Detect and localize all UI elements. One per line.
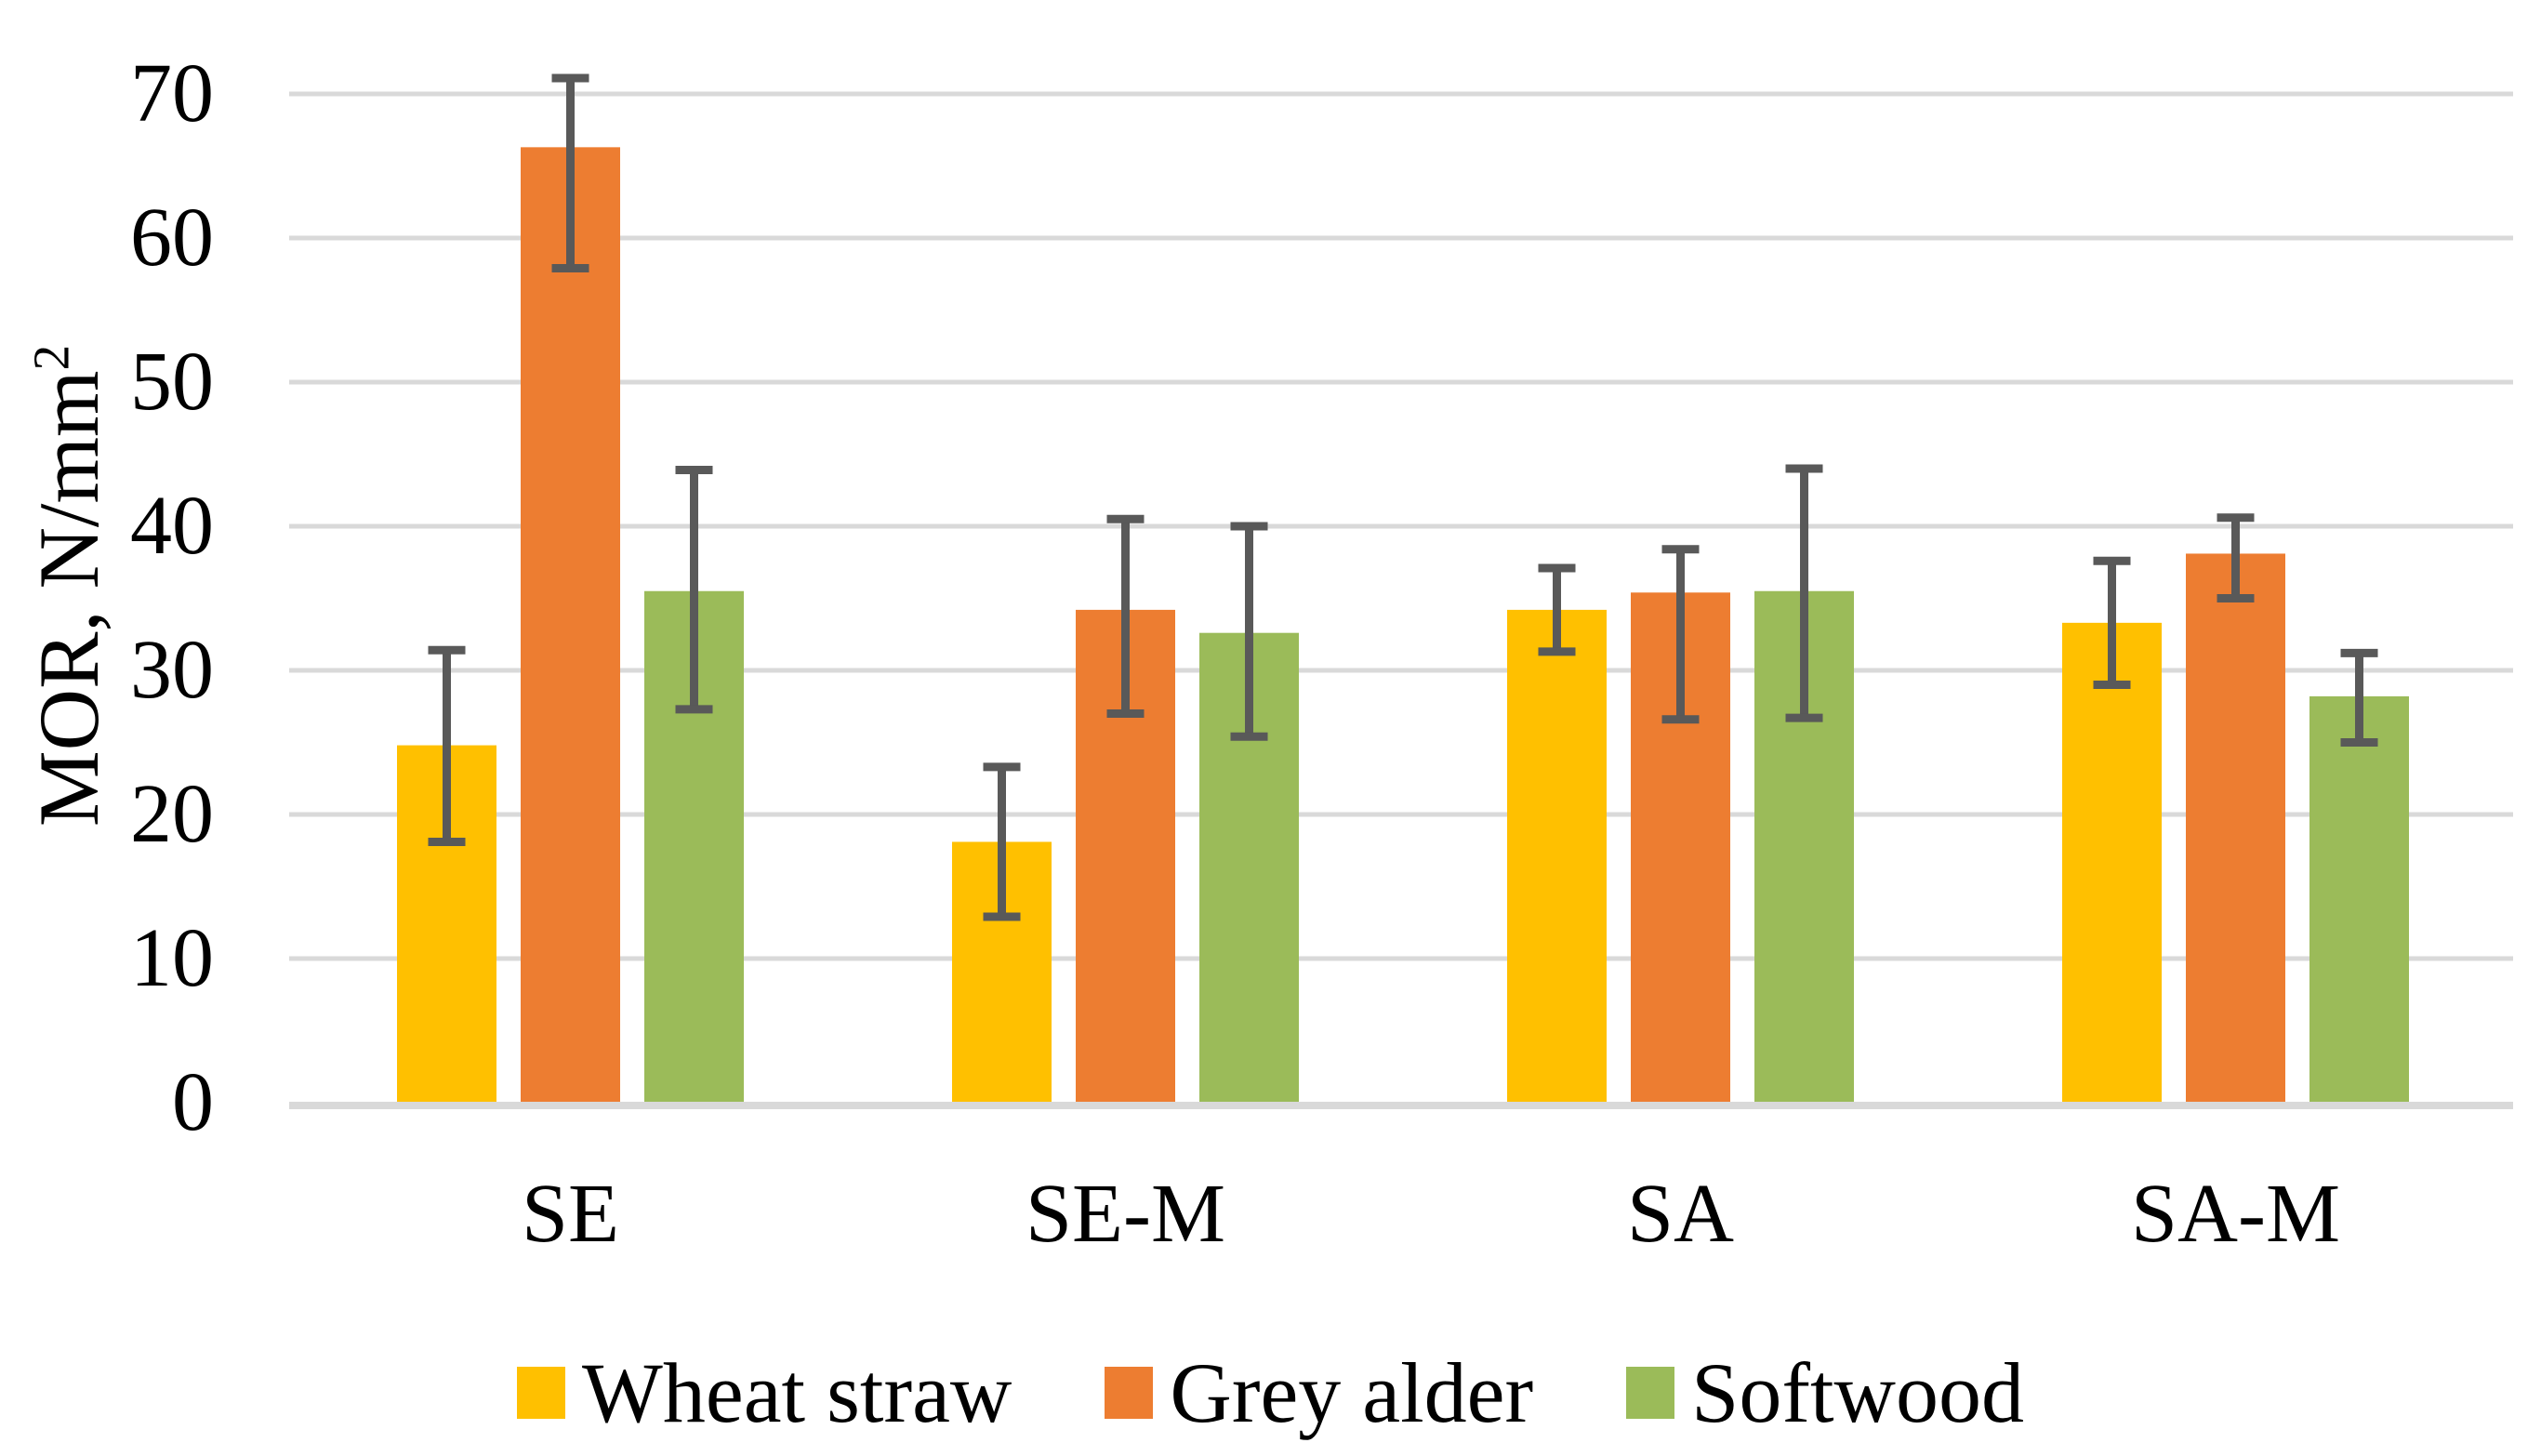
y-tick-label-10: 10 bbox=[130, 912, 214, 1004]
category-label-se: SE bbox=[521, 1168, 620, 1260]
legend: Wheat straw Grey alder Softwood bbox=[0, 1344, 2541, 1441]
bar-wheat-straw-sa-m bbox=[2062, 622, 2162, 1103]
bar-softwood-sa-m bbox=[2309, 695, 2409, 1103]
y-axis-title: MOR, N/mm2 bbox=[20, 345, 118, 827]
y-tick-label-50: 50 bbox=[130, 336, 214, 428]
bar-grey-alder-se bbox=[521, 147, 620, 1104]
y-tick-label-30: 30 bbox=[130, 624, 214, 716]
gridlines bbox=[289, 91, 2513, 961]
y-tick-label-40: 40 bbox=[130, 480, 214, 572]
x-axis-category-labels: SE SE-M SA SA-M bbox=[293, 1170, 2513, 1259]
error-bar-grey-alder-sa-m bbox=[2217, 513, 2255, 602]
error-bar-wheat-straw-sa bbox=[1538, 563, 1576, 656]
error-bar-softwood-sa-m bbox=[2340, 648, 2378, 747]
legend-item-wheat-straw: Wheat straw bbox=[517, 1346, 1012, 1439]
category-label-sa-m: SA-M bbox=[2130, 1168, 2341, 1260]
error-bar-grey-alder-se-m bbox=[1106, 514, 1145, 718]
error-bar-softwood-sa bbox=[1785, 464, 1823, 722]
legend-label-wheat-straw: Wheat straw bbox=[582, 1345, 1012, 1440]
y-tick-label-20: 20 bbox=[130, 768, 214, 860]
y-tick-label-0: 0 bbox=[172, 1056, 214, 1148]
error-bar-wheat-straw-se bbox=[428, 645, 466, 846]
error-bar-grey-alder-se bbox=[551, 73, 589, 273]
error-bar-grey-alder-sa bbox=[1661, 545, 1700, 724]
category-label-se-m: SE-M bbox=[1025, 1168, 1226, 1260]
y-tick-label-60: 60 bbox=[130, 192, 214, 284]
legend-label-grey-alder: Grey alder bbox=[1170, 1345, 1534, 1440]
error-bar-softwood-se bbox=[675, 466, 713, 714]
legend-item-softwood: Softwood bbox=[1626, 1346, 2024, 1439]
category-label-sa: SA bbox=[1626, 1168, 1735, 1260]
y-tick-label-70: 70 bbox=[130, 47, 214, 139]
error-bar-wheat-straw-se-m bbox=[983, 762, 1021, 921]
error-bar-softwood-se-m bbox=[1230, 522, 1268, 741]
legend-swatch-softwood bbox=[1626, 1367, 1675, 1419]
legend-swatch-wheat-straw bbox=[517, 1367, 566, 1419]
error-bars bbox=[428, 73, 2378, 921]
legend-label-softwood: Softwood bbox=[1691, 1345, 2024, 1440]
bar-grey-alder-sa-m bbox=[2186, 553, 2285, 1103]
legend-swatch-grey-alder bbox=[1105, 1367, 1154, 1419]
bar-wheat-straw-sa bbox=[1507, 609, 1607, 1103]
error-bar-wheat-straw-sa-m bbox=[2093, 556, 2131, 689]
legend-item-grey-alder: Grey alder bbox=[1105, 1346, 1533, 1439]
y-axis-title-text: MOR, N/mm bbox=[21, 370, 116, 827]
y-axis-title-superscript: 2 bbox=[22, 344, 80, 371]
